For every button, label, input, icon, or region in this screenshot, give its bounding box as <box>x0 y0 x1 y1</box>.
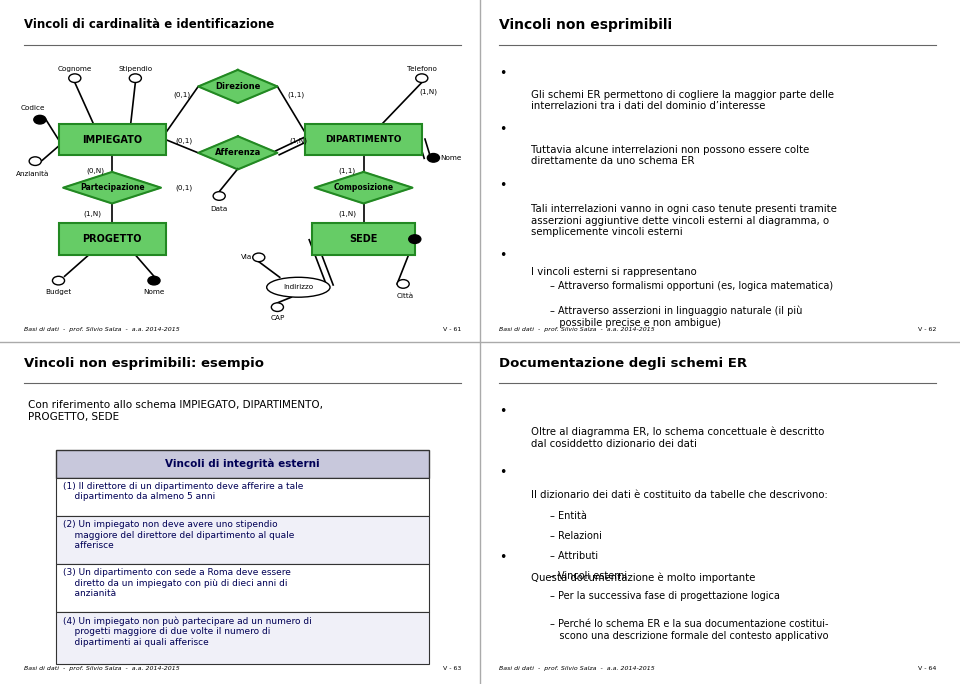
Text: Documentazione degli schemi ER: Documentazione degli schemi ER <box>498 357 747 370</box>
Text: Via: Via <box>241 254 252 261</box>
Text: (1,N): (1,N) <box>338 211 356 218</box>
FancyBboxPatch shape <box>305 124 421 155</box>
Circle shape <box>148 276 160 285</box>
FancyBboxPatch shape <box>59 124 166 155</box>
Text: Basi di dati  -  prof. Silvio Salza  -  a.a. 2014-2015: Basi di dati - prof. Silvio Salza - a.a.… <box>498 327 655 332</box>
Text: V - 61: V - 61 <box>444 327 462 332</box>
Circle shape <box>69 74 81 83</box>
Text: I vincoli esterni si rappresentano: I vincoli esterni si rappresentano <box>531 267 697 277</box>
Text: •: • <box>498 405 506 418</box>
Text: Vincoli di cardinalità e identificazione: Vincoli di cardinalità e identificazione <box>24 18 274 31</box>
Text: SEDE: SEDE <box>349 234 377 244</box>
Text: Cognome: Cognome <box>58 66 92 72</box>
Text: Stipendio: Stipendio <box>118 66 153 72</box>
Text: – Attraverso formalismi opportuni (es, logica matematica): – Attraverso formalismi opportuni (es, l… <box>550 280 833 291</box>
Text: Oltre al diagramma ER, lo schema concettuale è descritto
dal cosiddetto dizionar: Oltre al diagramma ER, lo schema concett… <box>531 427 825 449</box>
Text: Budget: Budget <box>45 289 72 295</box>
Text: (0,1): (0,1) <box>176 185 193 191</box>
Text: Tali interrelazioni vanno in ogni caso tenute presenti tramite
asserzioni aggiun: Tali interrelazioni vanno in ogni caso t… <box>531 205 837 237</box>
Circle shape <box>409 235 420 244</box>
Text: – Entità: – Entità <box>550 511 587 521</box>
Text: Tuttavia alcune interrelazioni non possono essere colte
direttamente da uno sche: Tuttavia alcune interrelazioni non posso… <box>531 144 809 166</box>
Text: Basi di dati  -  prof. Silvio Salza  -  a.a. 2014-2015: Basi di dati - prof. Silvio Salza - a.a.… <box>24 666 180 670</box>
Text: (4) Un impiegato non può partecipare ad un numero di
    progetti maggiore di du: (4) Un impiegato non può partecipare ad … <box>63 616 312 647</box>
Text: V - 62: V - 62 <box>918 327 936 332</box>
Text: Gli schemi ER permettono di cogliere la maggior parte delle
interrelazioni tra i: Gli schemi ER permettono di cogliere la … <box>531 90 834 111</box>
Text: V - 64: V - 64 <box>918 666 936 670</box>
Text: (1,N): (1,N) <box>289 138 307 144</box>
Circle shape <box>213 192 226 200</box>
FancyBboxPatch shape <box>59 224 166 255</box>
Text: Data: Data <box>210 206 228 212</box>
Text: •: • <box>498 123 506 136</box>
Text: •: • <box>498 249 506 262</box>
Text: DIPARTIMENTO: DIPARTIMENTO <box>325 135 402 144</box>
Circle shape <box>53 276 64 285</box>
Polygon shape <box>198 70 277 103</box>
Text: IMPIEGATO: IMPIEGATO <box>82 135 142 144</box>
Text: – Per la successiva fase di progettazione logica: – Per la successiva fase di progettazion… <box>550 591 780 601</box>
FancyBboxPatch shape <box>57 450 429 478</box>
Text: Afferenza: Afferenza <box>215 148 261 157</box>
Text: •: • <box>498 551 506 564</box>
Text: Vincoli non esprimibili: esempio: Vincoli non esprimibili: esempio <box>24 357 264 370</box>
Text: •: • <box>498 66 506 79</box>
Text: (2) Un impiegato non deve avere uno stipendio
    maggiore del direttore del dip: (2) Un impiegato non deve avere uno stip… <box>63 521 295 550</box>
Text: V - 63: V - 63 <box>443 666 462 670</box>
Circle shape <box>29 157 41 166</box>
Circle shape <box>252 253 265 262</box>
Text: (1,N): (1,N) <box>420 88 438 94</box>
Text: Basi di dati  -  prof. Silvio Salza  -  a.a. 2014-2015: Basi di dati - prof. Silvio Salza - a.a.… <box>498 666 655 670</box>
Text: Questa documentazione è molto importante: Questa documentazione è molto importante <box>531 573 756 583</box>
Text: Nome: Nome <box>441 155 462 161</box>
Polygon shape <box>315 172 413 203</box>
Text: (3) Un dipartimento con sede a Roma deve essere
    diretto da un impiegato con : (3) Un dipartimento con sede a Roma deve… <box>63 568 291 598</box>
Text: Codice: Codice <box>20 105 45 111</box>
Text: Vincoli non esprimibili: Vincoli non esprimibili <box>498 18 672 32</box>
Text: Anzianità: Anzianità <box>16 171 50 177</box>
Text: (1) Il direttore di un dipartimento deve afferire a tale
    dipartimento da alm: (1) Il direttore di un dipartimento deve… <box>63 482 303 501</box>
FancyBboxPatch shape <box>57 564 429 612</box>
Text: (0,1): (0,1) <box>176 138 193 144</box>
FancyBboxPatch shape <box>57 516 429 564</box>
Ellipse shape <box>267 277 330 298</box>
Text: Composizione: Composizione <box>333 183 394 192</box>
Text: – Vincoli esterni: – Vincoli esterni <box>550 571 627 581</box>
Text: Il dizionario dei dati è costituito da tabelle che descrivono:: Il dizionario dei dati è costituito da t… <box>531 490 828 500</box>
Text: (1,1): (1,1) <box>287 92 304 98</box>
Text: Telefono: Telefono <box>407 66 437 72</box>
Text: Nome: Nome <box>143 289 165 295</box>
Circle shape <box>427 153 440 162</box>
Text: CAP: CAP <box>270 315 284 321</box>
FancyBboxPatch shape <box>312 224 415 255</box>
Text: Con riferimento allo schema IMPIEGATO, DIPARTIMENTO,
PROGETTO, SEDE: Con riferimento allo schema IMPIEGATO, D… <box>28 400 324 421</box>
Text: (1,N): (1,N) <box>84 211 102 218</box>
Text: – Relazioni: – Relazioni <box>550 531 602 541</box>
Text: – Attraverso asserzioni in linguaggio naturale (il più
   possibile precise e no: – Attraverso asserzioni in linguaggio na… <box>550 306 803 328</box>
Polygon shape <box>63 172 161 203</box>
Text: Vincoli di integrità esterni: Vincoli di integrità esterni <box>165 459 320 469</box>
Text: •: • <box>498 466 506 479</box>
Text: PROGETTO: PROGETTO <box>83 234 142 244</box>
Circle shape <box>34 116 46 124</box>
FancyBboxPatch shape <box>57 612 429 664</box>
Text: •: • <box>498 179 506 192</box>
Text: – Perché lo schema ER e la sua documentazione costitui-
   scono una descrizione: – Perché lo schema ER e la sua documenta… <box>550 619 828 641</box>
Text: Direzione: Direzione <box>215 82 260 91</box>
Text: Partecipazione: Partecipazione <box>80 183 144 192</box>
Circle shape <box>397 280 409 288</box>
Text: (0,1): (0,1) <box>174 92 190 98</box>
Polygon shape <box>198 136 277 170</box>
Text: (0,N): (0,N) <box>86 168 105 174</box>
Text: Indirizzo: Indirizzo <box>283 285 313 290</box>
Text: (1,1): (1,1) <box>339 168 356 174</box>
Text: – Attributi: – Attributi <box>550 551 598 561</box>
Circle shape <box>130 74 141 83</box>
FancyBboxPatch shape <box>57 478 429 516</box>
Circle shape <box>272 303 283 311</box>
Text: Basi di dati  -  prof. Silvio Salza  -  a.a. 2014-2015: Basi di dati - prof. Silvio Salza - a.a.… <box>24 327 180 332</box>
Text: Città: Città <box>396 293 414 299</box>
Circle shape <box>416 74 428 83</box>
